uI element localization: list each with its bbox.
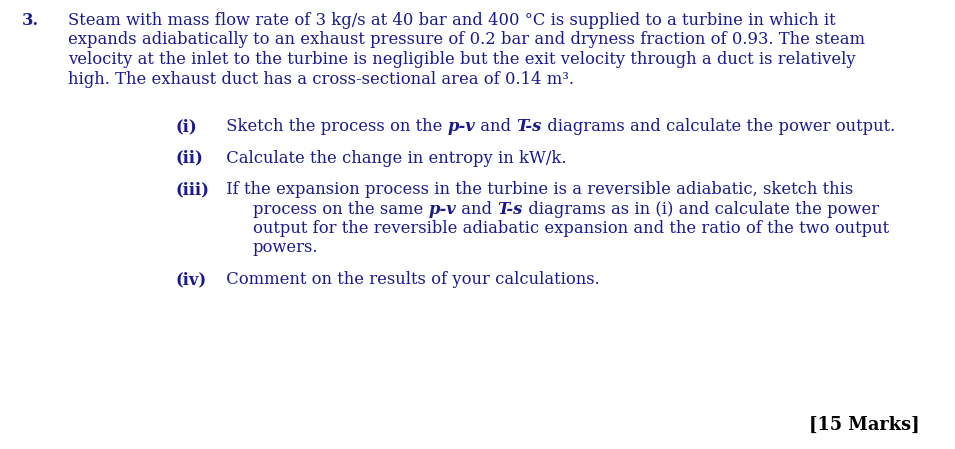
Text: T-s: T-s: [498, 201, 523, 217]
Text: (i): (i): [175, 118, 197, 135]
Text: Steam with mass flow rate of 3 kg/s at 40 bar and 400 °C is supplied to a turbin: Steam with mass flow rate of 3 kg/s at 4…: [68, 12, 836, 29]
Text: (iii): (iii): [175, 181, 209, 198]
Text: p-v: p-v: [429, 201, 456, 217]
Text: high. The exhaust duct has a cross-sectional area of 0.14 m³.: high. The exhaust duct has a cross-secti…: [68, 70, 574, 88]
Text: and: and: [476, 118, 517, 135]
Text: (ii): (ii): [175, 150, 202, 167]
Text: diagrams and calculate the power output.: diagrams and calculate the power output.: [542, 118, 895, 135]
Text: Sketch the process on the: Sketch the process on the: [221, 118, 448, 135]
Text: 3.: 3.: [22, 12, 39, 29]
Text: velocity at the inlet to the turbine is negligible but the exit velocity through: velocity at the inlet to the turbine is …: [68, 51, 856, 68]
Text: [15 Marks]: [15 Marks]: [810, 416, 920, 434]
Text: and: and: [456, 201, 498, 217]
Text: p-v: p-v: [448, 118, 476, 135]
Text: Calculate the change in entropy in kW/k.: Calculate the change in entropy in kW/k.: [221, 150, 566, 167]
Text: expands adiabatically to an exhaust pressure of 0.2 bar and dryness fraction of : expands adiabatically to an exhaust pres…: [68, 31, 865, 48]
Text: If the expansion process in the turbine is a reversible adiabatic, sketch this: If the expansion process in the turbine …: [221, 181, 853, 198]
Text: T-s: T-s: [517, 118, 542, 135]
Text: output for the reversible adiabatic expansion and the ratio of the two output: output for the reversible adiabatic expa…: [253, 220, 889, 237]
Text: powers.: powers.: [253, 239, 319, 256]
Text: process on the same: process on the same: [253, 201, 429, 217]
Text: (iv): (iv): [175, 271, 206, 288]
Text: Comment on the results of your calculations.: Comment on the results of your calculati…: [221, 271, 600, 288]
Text: diagrams as in (i) and calculate the power: diagrams as in (i) and calculate the pow…: [523, 201, 879, 217]
